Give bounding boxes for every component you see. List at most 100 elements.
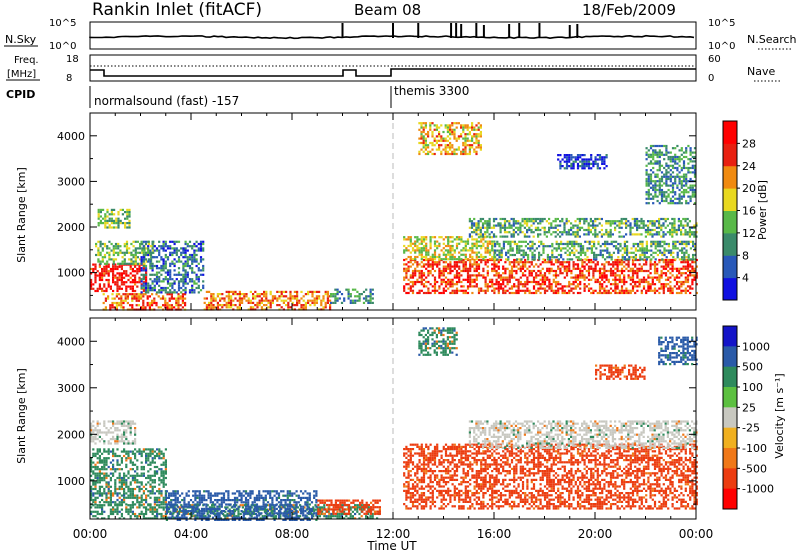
echo-cell — [149, 461, 152, 464]
echo-cell — [649, 186, 653, 189]
echo-cell — [661, 258, 664, 261]
echo-cell — [539, 285, 542, 288]
echo-cell — [682, 164, 686, 167]
echo-cell — [658, 287, 661, 290]
echo-cell — [177, 271, 181, 274]
echo-cell — [405, 263, 408, 266]
echo-cell — [556, 224, 559, 227]
echo-cell — [510, 287, 514, 290]
echo-cell — [129, 492, 132, 495]
echo-cell — [155, 260, 159, 263]
echo-cell — [109, 267, 112, 271]
echo-cell — [606, 251, 609, 254]
echo-cell — [590, 240, 593, 243]
echo-cell — [466, 258, 470, 261]
echo-cell — [678, 202, 681, 205]
echo-cell — [326, 297, 329, 300]
echo-cell — [418, 150, 421, 153]
echo-cell — [550, 287, 553, 290]
echo-cell — [603, 269, 606, 273]
echo-cell — [631, 278, 635, 281]
echo-cell — [197, 262, 200, 265]
echo-cell — [116, 287, 119, 290]
echo-cell — [120, 468, 123, 471]
echo-cell — [254, 295, 257, 298]
echo-cell — [420, 242, 423, 245]
echo-cell — [232, 304, 235, 307]
echo-cell — [107, 501, 110, 504]
echo-cell — [447, 287, 450, 290]
echo-cell — [447, 283, 450, 286]
echo-cell — [658, 155, 661, 159]
echo-cell — [517, 278, 520, 281]
echo-cell — [105, 492, 108, 495]
echo-cell — [639, 247, 642, 250]
echo-cell — [541, 267, 544, 270]
echo-cell — [500, 247, 503, 250]
echo-cell — [551, 256, 554, 259]
echo-cell — [594, 160, 597, 163]
echo-cell — [503, 220, 507, 223]
echo-cell — [675, 291, 679, 295]
echo-cell — [499, 283, 503, 286]
echo-cell — [420, 137, 423, 140]
echo-cell — [568, 258, 571, 261]
echo-cell — [565, 217, 568, 221]
echo-cell — [671, 228, 674, 232]
echo-cell — [108, 247, 111, 250]
echo-cell — [484, 247, 487, 250]
echo-cell — [614, 291, 617, 295]
echo-cell — [293, 295, 296, 298]
echo-cell — [579, 247, 582, 250]
echo-cell — [664, 261, 668, 264]
echo-cell — [615, 247, 618, 250]
echo-cell — [656, 278, 659, 281]
echo-cell — [433, 242, 437, 245]
echo-cell — [559, 267, 562, 270]
echo-cell — [329, 295, 333, 298]
echo-cell — [647, 220, 650, 223]
echo-cell — [455, 242, 459, 245]
echo-cell — [560, 253, 563, 257]
echo-cell — [184, 262, 187, 265]
echo-cell — [671, 274, 674, 277]
echo-cell — [451, 152, 454, 156]
echo-cell — [575, 242, 578, 246]
echo-cell — [684, 224, 687, 227]
echo-cell — [148, 295, 151, 298]
echo-cell — [142, 251, 145, 254]
echo-cell — [166, 282, 170, 285]
nsky-tick-top: 10^5 — [49, 18, 76, 29]
echo-cell — [565, 272, 569, 275]
echo-cell — [572, 167, 575, 170]
echo-cell — [134, 265, 137, 268]
echo-cell — [682, 193, 686, 196]
echo-cell — [620, 291, 624, 295]
echo-cell — [142, 245, 145, 248]
echo-cell — [535, 272, 538, 275]
echo-cell — [123, 283, 126, 286]
echo-cell — [573, 251, 576, 254]
echo-cell — [510, 226, 513, 229]
echo-cell — [542, 249, 545, 252]
echo-cell — [147, 481, 150, 484]
echo-cell — [607, 263, 610, 266]
echo-cell — [453, 267, 456, 270]
echo-cell — [518, 249, 521, 252]
echo-cell — [665, 199, 668, 203]
echo-cell — [568, 156, 571, 159]
echo-cell — [416, 278, 419, 281]
echo-cell — [515, 278, 518, 281]
echo-cell — [631, 274, 635, 277]
echo-cell — [488, 236, 492, 239]
echo-cell — [133, 293, 136, 296]
echo-cell — [449, 133, 452, 136]
echo-cell — [554, 276, 558, 279]
echo-cell — [543, 274, 547, 277]
echo-cell — [636, 228, 639, 232]
echo-cell — [425, 280, 428, 284]
echo-cell — [636, 258, 639, 262]
echo-cell — [105, 463, 108, 466]
echo-cell — [578, 217, 581, 221]
echo-cell — [526, 261, 529, 264]
